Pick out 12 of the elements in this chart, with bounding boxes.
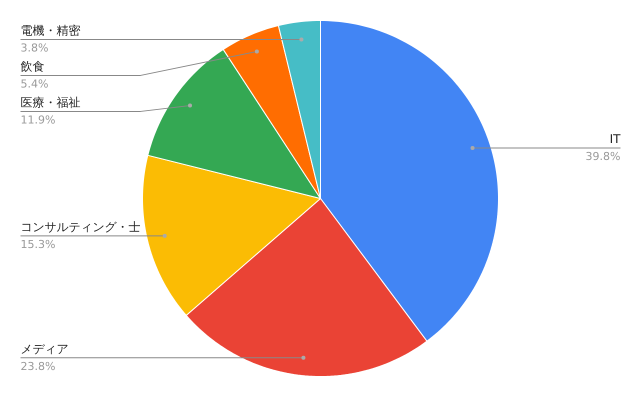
data-label: 11.9% [20,113,56,126]
data-label: 23.8% [20,360,56,373]
slice-label: メディア [20,342,68,356]
slice-label: コンサルティング・士 [20,220,140,234]
slice-label: 医療・福祉 [20,95,80,110]
data-label: 39.8% [586,150,621,164]
data-label: 5.4% [20,77,48,90]
data-label: 3.8% [20,41,48,54]
data-label: 15.3% [20,238,56,251]
slice-label: 飲食 [20,59,44,74]
slice-label: IT [610,132,622,146]
slice-label: 電機・精密 [20,23,80,38]
